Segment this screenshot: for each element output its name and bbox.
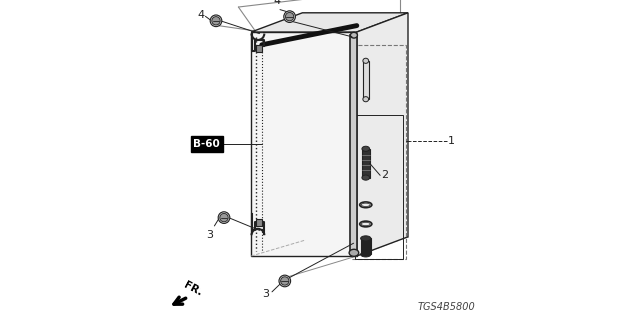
Text: 1: 1 bbox=[447, 136, 454, 146]
Polygon shape bbox=[251, 13, 408, 32]
Bar bbox=[362, 149, 370, 178]
Circle shape bbox=[218, 212, 230, 223]
Text: FR.: FR. bbox=[182, 280, 204, 298]
Bar bbox=[256, 45, 262, 52]
Ellipse shape bbox=[362, 146, 370, 151]
Text: B-60: B-60 bbox=[193, 139, 220, 149]
Text: 3: 3 bbox=[262, 289, 269, 300]
Polygon shape bbox=[357, 13, 408, 256]
Ellipse shape bbox=[362, 175, 370, 180]
Ellipse shape bbox=[351, 32, 357, 38]
Circle shape bbox=[284, 11, 296, 22]
Polygon shape bbox=[251, 32, 357, 256]
Circle shape bbox=[280, 277, 289, 285]
Text: 3: 3 bbox=[206, 230, 213, 240]
Circle shape bbox=[285, 12, 294, 21]
Circle shape bbox=[210, 15, 222, 27]
Bar bbox=[363, 61, 369, 99]
Bar bbox=[361, 238, 371, 254]
Ellipse shape bbox=[361, 236, 371, 241]
Circle shape bbox=[212, 17, 220, 25]
Bar bbox=[352, 45, 406, 259]
Text: TGS4B5800: TGS4B5800 bbox=[417, 302, 475, 312]
Circle shape bbox=[279, 275, 291, 287]
Ellipse shape bbox=[349, 249, 358, 256]
Circle shape bbox=[220, 213, 228, 222]
Text: 4: 4 bbox=[273, 0, 280, 6]
Ellipse shape bbox=[363, 97, 369, 102]
Ellipse shape bbox=[363, 58, 369, 63]
Text: 4: 4 bbox=[197, 10, 204, 20]
Bar bbox=[355, 115, 403, 259]
Text: 2: 2 bbox=[381, 170, 388, 180]
Ellipse shape bbox=[361, 252, 371, 257]
Bar bbox=[256, 219, 262, 226]
Bar bbox=[351, 35, 357, 253]
